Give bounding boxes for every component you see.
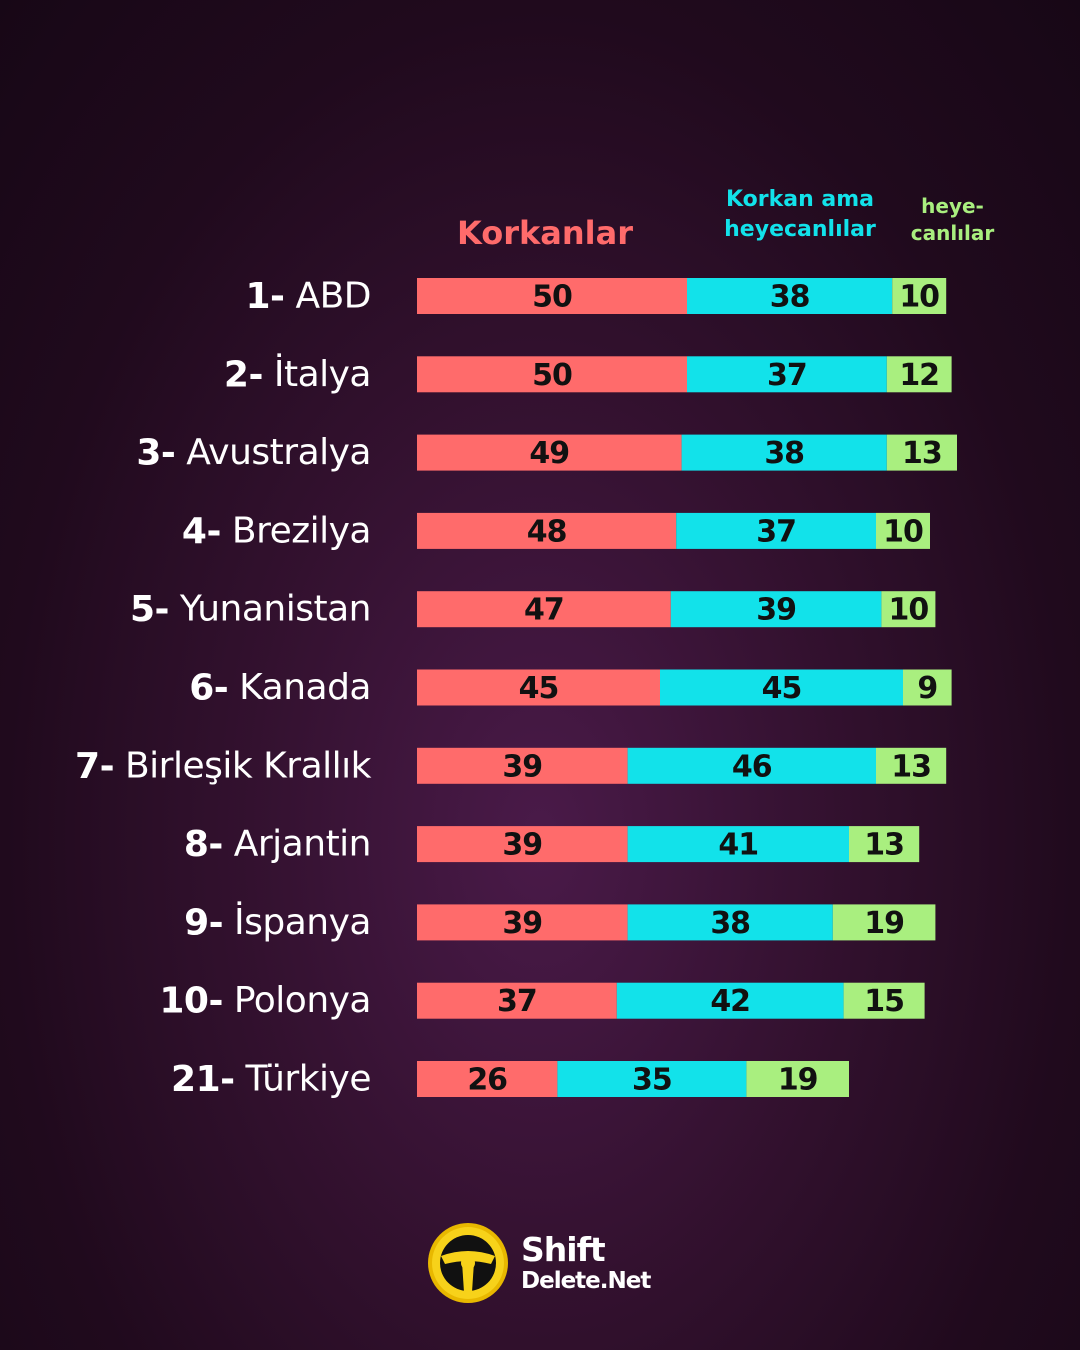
bar-value-label: 9 xyxy=(917,671,937,706)
bar-segment-series-1 xyxy=(616,982,844,1019)
bar-segment-series-2 xyxy=(832,904,936,941)
bar-segment-series-2 xyxy=(876,747,947,784)
bar-value-label: 46 xyxy=(732,749,772,784)
bar-segment-series-1 xyxy=(681,434,887,471)
bar-segment-series-0 xyxy=(417,434,682,471)
bar-segment-series-2 xyxy=(849,826,920,863)
bar-value-label: 19 xyxy=(864,906,904,941)
bar-value-label: 47 xyxy=(524,593,564,628)
country-label: 4- Brezilya xyxy=(182,510,371,551)
logo-text-delete-net: Delete.Net xyxy=(521,1268,651,1294)
logo-text-shift: Shift xyxy=(521,1230,606,1269)
bar-segment-series-2 xyxy=(886,434,957,471)
bar-value-label: 10 xyxy=(889,593,929,628)
bar-segment-series-0 xyxy=(417,826,628,863)
bar-segment-series-2 xyxy=(876,512,930,549)
country-label: 3- Avustralya xyxy=(136,432,371,473)
shiftdelete-logo: Shift Delete.Net xyxy=(425,1220,665,1306)
bar-segment-series-0 xyxy=(417,904,628,941)
bar-value-label: 45 xyxy=(762,671,802,706)
bar-value-label: 13 xyxy=(891,749,931,784)
bar-value-label: 38 xyxy=(710,906,750,941)
country-label: 7- Birleşik Krallık xyxy=(75,745,372,786)
country-label: 2- İtalya xyxy=(224,353,371,395)
country-label: 9- İspanya xyxy=(184,901,371,943)
bar-segment-series-0 xyxy=(417,356,687,393)
bar-segment-series-0 xyxy=(417,1061,558,1097)
bar-segment-series-1 xyxy=(660,669,903,706)
bar-segment-series-2 xyxy=(746,1061,849,1097)
stacked-bar-chart: 1- ABD 50 38 10 2- İtalya 50 37 12 3- Avustralya… xyxy=(75,276,957,1100)
bar-segment-series-0 xyxy=(417,747,628,784)
bar-value-label: 10 xyxy=(883,514,923,549)
bar-value-label: 19 xyxy=(778,1063,818,1098)
bar-value-label: 39 xyxy=(756,593,796,628)
country-label: 5- Yunanistan xyxy=(130,589,371,630)
bar-value-label: 38 xyxy=(764,436,804,471)
bar-value-label: 35 xyxy=(632,1063,672,1098)
bar-segment-series-0 xyxy=(417,512,677,549)
bar-value-label: 39 xyxy=(502,828,542,863)
bar-value-label: 50 xyxy=(532,280,572,315)
bar-segment-series-1 xyxy=(687,356,887,393)
bar-value-label: 37 xyxy=(497,984,537,1019)
steering-wheel-icon xyxy=(428,1223,508,1303)
bar-segment-series-2 xyxy=(843,982,925,1019)
bar-value-label: 38 xyxy=(770,280,810,315)
bar-value-label: 42 xyxy=(710,984,750,1019)
bar-segment-series-2 xyxy=(886,356,952,393)
bar-segment-series-2 xyxy=(892,278,947,314)
country-label: 10- Polonya xyxy=(159,980,371,1021)
country-label: 8- Arjantin xyxy=(184,824,371,865)
country-label: 1- ABD xyxy=(246,276,372,317)
bar-value-label: 45 xyxy=(519,671,559,706)
bar-segment-series-1 xyxy=(676,512,876,549)
country-label: 21- Türkiye xyxy=(171,1059,371,1100)
country-label: 6- Kanada xyxy=(189,667,371,708)
bar-value-label: 10 xyxy=(899,280,939,315)
bar-value-label: 26 xyxy=(467,1063,507,1098)
bar-value-label: 37 xyxy=(756,514,796,549)
bar-segment-series-2 xyxy=(903,669,952,706)
bar-segment-series-1 xyxy=(627,904,833,941)
bar-segment-series-0 xyxy=(417,982,617,1019)
bar-value-label: 39 xyxy=(502,749,542,784)
bar-segment-series-1 xyxy=(627,826,849,863)
bar-value-label: 50 xyxy=(532,358,572,393)
bar-value-label: 15 xyxy=(864,984,904,1019)
bar-segment-series-1 xyxy=(557,1061,747,1097)
header-korkanlar: Korkanlar xyxy=(457,214,633,252)
bar-value-label: 12 xyxy=(899,358,939,393)
bar-segment-series-1 xyxy=(670,591,882,628)
bar-value-label: 13 xyxy=(864,828,904,863)
bar-value-label: 37 xyxy=(767,358,807,393)
bar-value-label: 41 xyxy=(718,828,758,863)
bar-segment-series-1 xyxy=(687,278,893,314)
bar-segment-series-0 xyxy=(417,669,660,706)
bar-value-label: 49 xyxy=(529,436,569,471)
bar-value-label: 13 xyxy=(902,436,942,471)
bar-segment-series-0 xyxy=(417,591,671,628)
bar-value-label: 39 xyxy=(502,906,542,941)
bar-segment-series-0 xyxy=(417,278,687,314)
bar-segment-series-1 xyxy=(627,747,876,784)
header-korkan-ama-heyecanlilar: Korkan ama heyecanlılar xyxy=(724,187,876,242)
header-heyecanlilar: heye- canlılar xyxy=(910,194,995,245)
bar-value-label: 48 xyxy=(527,514,567,549)
bar-segment-series-2 xyxy=(881,591,936,628)
